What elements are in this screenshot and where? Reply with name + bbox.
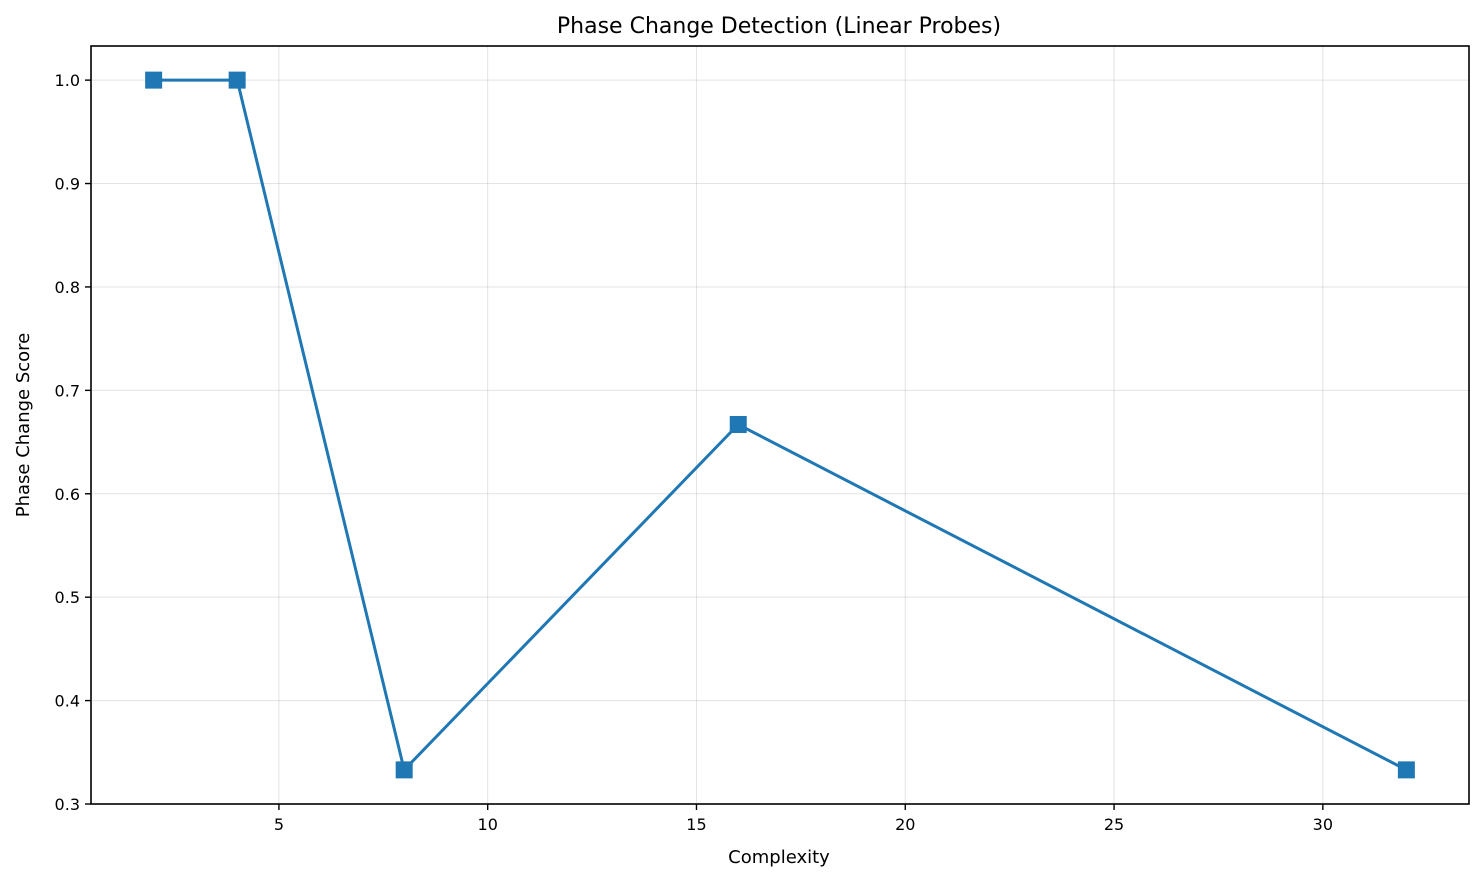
data-point-marker	[1397, 761, 1415, 779]
chart-title: Phase Change Detection (Linear Probes)	[557, 14, 1001, 39]
data-point-marker	[228, 71, 246, 89]
x-tick-label: 30	[1313, 815, 1333, 834]
y-tick-label: 0.5	[55, 588, 80, 607]
x-tick-label: 5	[274, 815, 284, 834]
x-tick-label: 15	[686, 815, 706, 834]
x-tick-label: 20	[895, 815, 915, 834]
x-axis: 5 10 15 20 25 30	[274, 804, 1333, 834]
y-tick-label: 0.6	[55, 485, 80, 504]
y-axis: 0.3 0.4 0.5 0.6 0.7 0.8 0.9 1.0	[55, 71, 91, 814]
data-point-marker	[729, 415, 747, 433]
y-tick-label: 0.7	[55, 381, 80, 400]
y-tick-label: 0.3	[55, 795, 80, 814]
y-axis-label: Phase Change Score	[13, 333, 34, 518]
x-tick-label: 25	[1104, 815, 1124, 834]
y-tick-label: 0.9	[55, 175, 80, 194]
x-tick-label: 10	[478, 815, 498, 834]
y-tick-label: 0.8	[55, 278, 80, 297]
plot-area	[145, 71, 1415, 779]
data-point-marker	[145, 71, 163, 89]
plot-frame	[90, 45, 1470, 805]
grid	[91, 46, 1469, 805]
data-point-marker	[395, 761, 413, 779]
y-tick-label: 1.0	[55, 71, 80, 90]
y-tick-label: 0.4	[55, 692, 80, 711]
x-axis-label: Complexity	[728, 847, 830, 868]
